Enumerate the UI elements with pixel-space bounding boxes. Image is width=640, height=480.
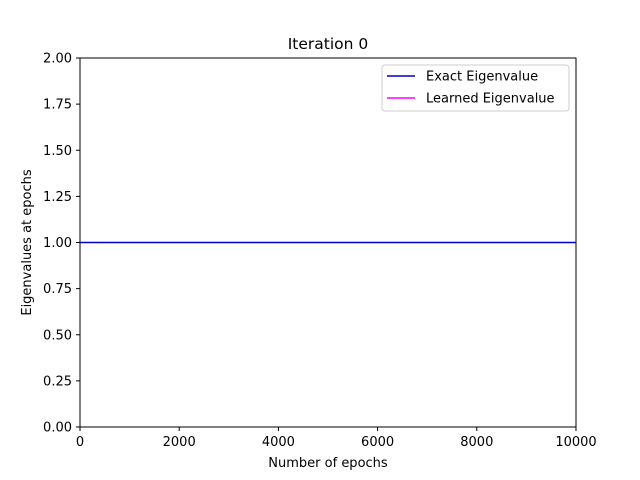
y-tick-label: 0.50 bbox=[43, 328, 72, 343]
y-tick-label: 1.00 bbox=[43, 236, 72, 251]
y-tick-label: 1.75 bbox=[43, 98, 72, 113]
legend-box bbox=[381, 64, 570, 112]
chart-title: Iteration 0 bbox=[288, 35, 369, 53]
x-tick-label: 0 bbox=[76, 435, 84, 450]
y-axis-label: Eigenvalues at epochs bbox=[20, 169, 35, 316]
x-tick-label: 4000 bbox=[262, 435, 295, 450]
y-axis-ticks: 0.00 0.25 0.50 0.75 1.00 1.25 1.50 1.75 2.00 bbox=[43, 52, 80, 436]
x-axis-label: Number of epochs bbox=[268, 456, 388, 471]
y-tick-label: 1.25 bbox=[43, 190, 72, 205]
y-tick-label: 2.00 bbox=[43, 52, 72, 67]
y-tick-label: 0.00 bbox=[43, 421, 72, 436]
y-tick-label: 0.75 bbox=[43, 282, 72, 297]
legend-label: Exact Eigenvalue bbox=[426, 70, 538, 85]
x-tick-label: 6000 bbox=[361, 435, 394, 450]
y-tick-label: 1.50 bbox=[43, 144, 72, 159]
x-tick-label: 10000 bbox=[555, 435, 596, 450]
x-tick-label: 2000 bbox=[163, 435, 196, 450]
y-tick-label: 0.25 bbox=[43, 374, 72, 389]
legend-entries: Exact Eigenvalue Learned Eigenvalue bbox=[387, 70, 555, 107]
legend-label: Learned Eigenvalue bbox=[426, 92, 555, 107]
legend: Exact Eigenvalue Learned Eigenvalue bbox=[381, 64, 570, 112]
x-axis-ticks: 0 2000 4000 6000 8000 10000 bbox=[76, 427, 597, 450]
x-tick-label: 8000 bbox=[460, 435, 493, 450]
